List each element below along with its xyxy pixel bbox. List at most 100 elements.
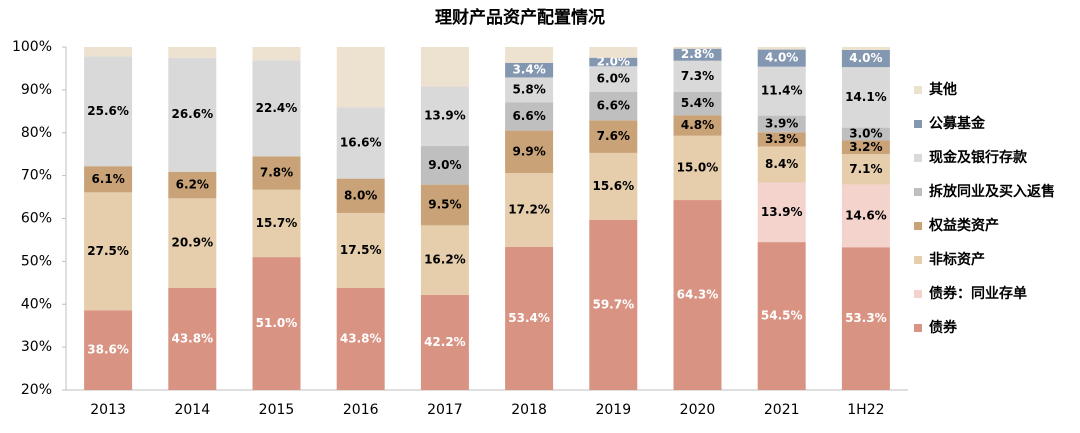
bar-segment [841, 154, 890, 185]
value-label: 7.6% [597, 129, 630, 143]
bar-segment [252, 156, 301, 190]
bar-segment [168, 47, 217, 58]
value-label: 16.2% [424, 253, 466, 267]
value-label: 3.2% [849, 140, 882, 154]
y-tick-label: 30% [21, 339, 52, 355]
value-label: 6.6% [512, 109, 545, 123]
value-label: 3.3% [765, 132, 798, 146]
bar-segment [84, 192, 133, 311]
legend-swatch [914, 188, 922, 196]
value-label: 3.4% [512, 63, 545, 77]
value-label: 53.3% [845, 311, 887, 325]
x-tick-label: 2021 [764, 402, 800, 418]
bar-segment [505, 62, 554, 78]
legend-swatch [914, 324, 922, 332]
legend-label: 权益类资产 [928, 217, 999, 234]
bar-segment [168, 198, 217, 288]
value-label: 17.5% [340, 243, 382, 257]
value-label: 42.2% [424, 335, 466, 349]
bar-segment [336, 287, 385, 390]
bar-segment [505, 102, 554, 131]
value-label: 15.7% [256, 216, 298, 230]
value-label: 13.9% [424, 109, 466, 123]
bar-segment [252, 257, 301, 390]
legend-swatch [914, 290, 922, 298]
bar-segment [420, 184, 469, 226]
bar-segment [168, 287, 217, 390]
value-label: 51.0% [256, 316, 298, 330]
y-tick-label: 60% [21, 211, 52, 227]
bar-segment [84, 166, 133, 193]
value-label: 53.4% [508, 311, 550, 325]
value-label: 3.0% [849, 127, 882, 141]
value-label: 59.7% [592, 297, 634, 311]
value-label: 6.1% [91, 172, 124, 186]
bar-segment [505, 77, 554, 103]
legend-label: 债券：同业存单 [929, 285, 1027, 302]
bar-segment [673, 200, 722, 390]
bar-segment [589, 152, 638, 220]
bar-segment [757, 115, 806, 133]
legend-label: 拆放同业及买入返售 [929, 183, 1055, 200]
bar-segment [420, 294, 469, 390]
bar-segment [589, 66, 638, 93]
value-label: 5.8% [512, 82, 545, 96]
legend-swatch [914, 154, 922, 162]
bar-segment [589, 120, 638, 153]
bar-segment [757, 182, 806, 243]
bar-segment [505, 47, 554, 63]
bar-segment [673, 92, 722, 116]
value-label: 4.0% [765, 51, 798, 65]
y-tick-label: 20% [21, 382, 52, 398]
x-tick-label: 2019 [595, 402, 631, 418]
value-label: 6.0% [597, 72, 630, 86]
bar-segment [841, 67, 890, 128]
y-tick-label: 40% [21, 296, 52, 312]
legend-swatch [914, 86, 922, 94]
bar-segment [673, 115, 722, 136]
bar-segment [841, 140, 890, 155]
y-tick-label: 80% [21, 125, 52, 141]
bar-segment [841, 50, 890, 68]
bar-segment [841, 47, 890, 51]
bar-segment [336, 178, 385, 213]
bar-segment [757, 132, 806, 147]
bar-segment [757, 146, 806, 183]
value-label: 8.4% [765, 157, 798, 171]
value-label: 43.8% [340, 331, 382, 345]
value-label: 6.6% [597, 99, 630, 113]
bar-segment [505, 173, 554, 247]
value-label: 7.3% [681, 69, 714, 83]
value-label: 4.0% [849, 51, 882, 65]
bar-segment [841, 247, 890, 390]
legend-label: 债券 [929, 319, 958, 336]
bar-segment [168, 171, 217, 199]
bar-segment [673, 47, 722, 49]
bar-segment [252, 189, 301, 258]
x-tick-label: 1H22 [847, 402, 884, 418]
value-label: 25.6% [87, 104, 129, 118]
bar-segment [757, 49, 806, 67]
legend-swatch [914, 222, 922, 230]
bar-segment [589, 219, 638, 390]
value-label: 3.9% [765, 116, 798, 130]
legend-label: 现金及银行存款 [929, 149, 1028, 166]
value-label: 5.4% [681, 96, 714, 110]
value-label: 9.9% [512, 144, 545, 158]
bar-segment [757, 66, 806, 116]
value-label: 14.6% [845, 208, 887, 222]
value-label: 22.4% [256, 101, 298, 115]
bar-segment [589, 92, 638, 121]
x-tick-label: 2018 [511, 402, 547, 418]
chart-title: 理财产品资产配置情况 [435, 7, 605, 28]
bar-segment [589, 47, 638, 58]
x-tick-label: 2017 [427, 402, 463, 418]
bar-segment [589, 57, 638, 67]
legend-label: 其他 [929, 81, 957, 98]
value-label: 2.8% [681, 47, 714, 61]
value-label: 6.2% [176, 178, 209, 192]
value-label: 27.5% [87, 244, 129, 258]
value-label: 4.8% [681, 118, 714, 132]
bar-segment [505, 246, 554, 390]
